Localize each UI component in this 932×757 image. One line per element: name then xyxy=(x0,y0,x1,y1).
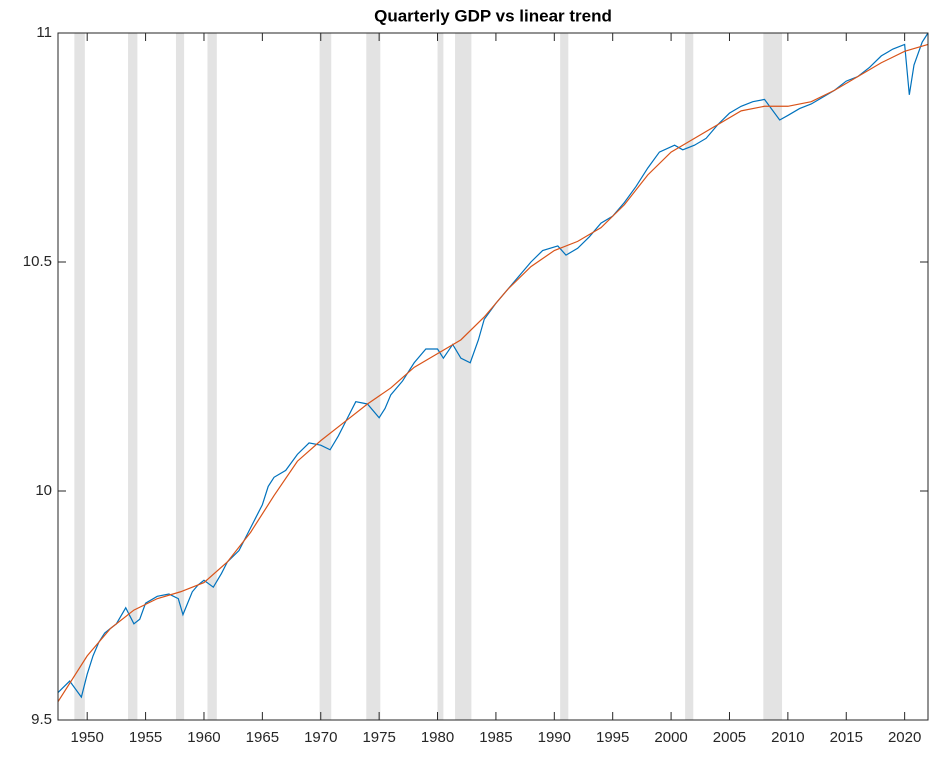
x-tick-label: 1965 xyxy=(246,729,279,746)
x-tick-label: 1950 xyxy=(71,729,104,746)
x-tick-label: 1975 xyxy=(362,729,395,746)
x-tick-label: 2000 xyxy=(654,729,687,746)
x-tick-label: 1990 xyxy=(538,729,571,746)
recession-band xyxy=(207,33,217,720)
chart-title: Quarterly GDP vs linear trend xyxy=(374,6,612,25)
line-series xyxy=(57,32,929,699)
plot-frame xyxy=(57,32,929,721)
y-tick-label: 11 xyxy=(36,24,52,41)
x-tick-label: 2020 xyxy=(888,729,921,746)
recession-band xyxy=(455,33,472,720)
recession-band xyxy=(763,33,783,720)
x-tick-label: 1980 xyxy=(421,729,454,746)
x-tick-label: 2005 xyxy=(713,729,746,746)
y-tick-label: 10.5 xyxy=(23,253,52,270)
recession-band xyxy=(437,33,444,720)
y-tick-label: 9.5 xyxy=(31,711,52,728)
recession-band xyxy=(74,33,85,720)
recession-band xyxy=(685,33,694,720)
x-tick-label: 1995 xyxy=(596,729,629,746)
recession-band xyxy=(366,33,381,720)
x-tick-label: 1985 xyxy=(479,729,512,746)
y-tick-label: 10 xyxy=(35,482,52,499)
x-tick-label: 1960 xyxy=(187,729,220,746)
recession-band xyxy=(175,33,185,720)
x-tick-label: 2015 xyxy=(830,729,863,746)
x-tick-label: 2010 xyxy=(771,729,804,746)
recession-band xyxy=(319,33,332,720)
recession-band xyxy=(128,33,138,720)
line-series xyxy=(57,43,929,703)
x-tick-label: 1970 xyxy=(304,729,337,746)
x-tick-label: 1955 xyxy=(129,729,162,746)
recession-band xyxy=(560,33,569,720)
